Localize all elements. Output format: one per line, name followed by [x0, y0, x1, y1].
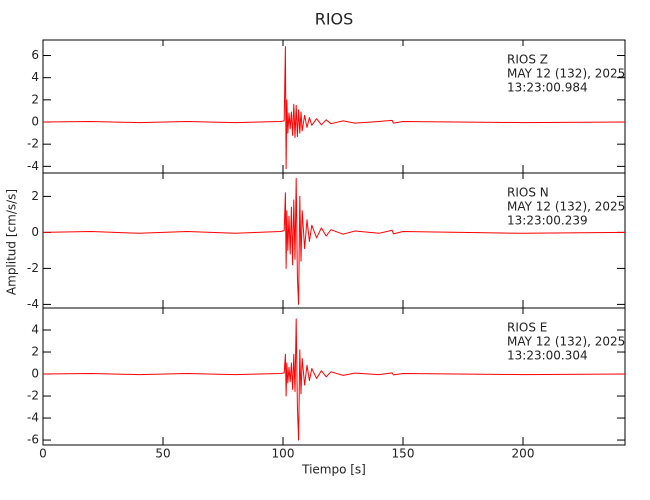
y-tick-label: -4: [27, 411, 39, 425]
y-tick-label: -2: [27, 137, 39, 151]
x-tick-label: 0: [39, 447, 47, 461]
waveform: [42, 46, 626, 170]
y-tick-label: -2: [27, 389, 39, 403]
trace-info: 13:23:00.984: [507, 81, 588, 95]
y-tick-label: -2: [27, 261, 39, 275]
trace-info: MAY 12 (132), 2025: [507, 67, 625, 81]
y-tick-label: 2: [31, 189, 39, 203]
trace-info: MAY 12 (132), 2025: [507, 200, 625, 214]
y-tick-label: -4: [27, 159, 39, 173]
trace-info: 13:23:00.304: [507, 349, 588, 363]
y-axis-label: Amplitud [cm/s/s]: [5, 189, 19, 295]
y-tick-label: 4: [31, 323, 39, 337]
x-axis-label: Tiempo [s]: [301, 463, 366, 477]
y-tick-label: 6: [31, 48, 39, 62]
trace-info: RIOS N: [507, 186, 549, 200]
waveform: [42, 318, 626, 441]
waveform: [42, 177, 626, 305]
trace-info: RIOS E: [507, 321, 547, 335]
y-tick-label: 0: [31, 115, 39, 129]
y-tick-label: 4: [31, 70, 39, 84]
y-tick-label: -4: [27, 297, 39, 311]
y-tick-label: 2: [31, 92, 39, 106]
trace-info: RIOS Z: [507, 53, 548, 67]
y-tick-label: 0: [31, 367, 39, 381]
x-tick-label: 50: [155, 447, 170, 461]
y-tick-label: 2: [31, 345, 39, 359]
trace-info: 13:23:00.239: [507, 214, 588, 228]
x-tick-label: 150: [392, 447, 415, 461]
panel-frame: [42, 307, 626, 446]
y-tick-label: 0: [31, 225, 39, 239]
y-tick-label: -6: [27, 433, 39, 447]
x-tick-label: 200: [512, 447, 535, 461]
chart-title: RIOS: [315, 10, 354, 29]
trace-info: MAY 12 (132), 2025: [507, 335, 625, 349]
x-tick-label: 100: [272, 447, 295, 461]
